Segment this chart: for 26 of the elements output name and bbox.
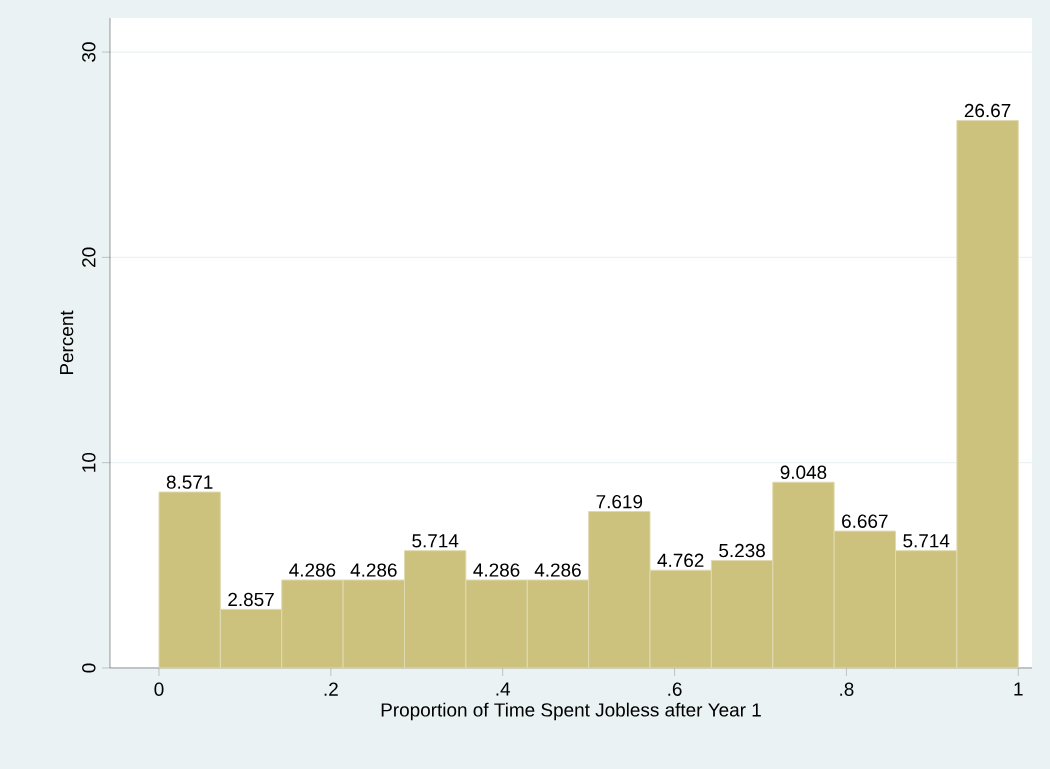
y-tick-label: 10 xyxy=(82,452,96,472)
data-label: 8.571 xyxy=(166,475,213,489)
data-label: 5.714 xyxy=(412,534,459,548)
x-tick-label: .8 xyxy=(840,682,854,696)
x-tick-label: .4 xyxy=(496,682,511,696)
data-label: 6.667 xyxy=(842,514,888,528)
data-label: 4.286 xyxy=(350,563,397,577)
data-label: 4.286 xyxy=(473,563,520,577)
x-tick-label: 0 xyxy=(154,682,164,696)
data-label: 4.286 xyxy=(289,563,336,577)
y-tick-label: 20 xyxy=(82,247,96,267)
data-label: 7.619 xyxy=(596,494,643,509)
x-tick-label: .2 xyxy=(324,682,338,696)
data-label: 26.67 xyxy=(964,103,1011,118)
x-tick-label: 1 xyxy=(1014,682,1023,696)
y-tick-label: 30 xyxy=(82,42,96,62)
x-tick-label: .6 xyxy=(668,682,682,696)
data-label: 5.238 xyxy=(719,543,765,558)
data-label: 4.286 xyxy=(534,563,581,577)
y-tick-label: 0 xyxy=(82,663,96,673)
y-axis-title: Percent xyxy=(60,310,74,375)
data-label: 4.762 xyxy=(657,553,704,568)
data-label: 2.857 xyxy=(228,592,274,607)
data-label: 5.714 xyxy=(903,534,950,548)
x-axis-title: Proportion of Time Spent Jobless after Year 1 xyxy=(381,702,761,721)
data-label: 9.048 xyxy=(780,465,827,480)
